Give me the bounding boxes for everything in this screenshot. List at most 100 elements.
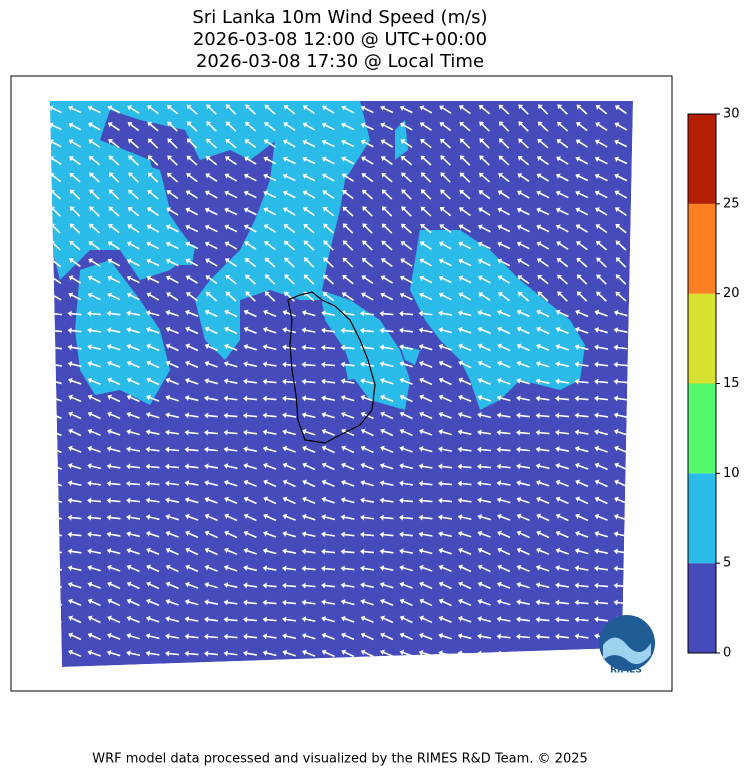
wind-arrow (108, 206, 120, 217)
wind-field (50, 101, 633, 667)
wind-arrow (263, 513, 277, 522)
wind-arrow (321, 139, 335, 148)
wind-arrow (517, 258, 530, 267)
wind-arrow (380, 445, 394, 453)
wind-arrow (50, 173, 62, 183)
wind-arrow (595, 240, 608, 251)
wind-arrow (165, 343, 179, 352)
wind-arrow (497, 258, 511, 267)
wind-arrow (536, 496, 550, 504)
wind-arrow (165, 547, 179, 556)
wind-arrow (576, 241, 588, 251)
wind-arrow (88, 122, 101, 131)
wind-arrow (418, 531, 433, 538)
wind-arrow (204, 463, 219, 470)
wind-arrow (107, 275, 121, 284)
wind-arrow (401, 172, 412, 183)
wind-arrow (438, 632, 452, 640)
wind-arrow (341, 445, 355, 454)
wind-arrow (321, 514, 336, 521)
wind-arrow (68, 649, 82, 658)
wind-arrow (224, 343, 238, 351)
wind-arrow (145, 650, 160, 657)
wind-arrow (555, 326, 569, 335)
wind-arrow (243, 479, 257, 487)
wind-arrow (185, 224, 199, 233)
wind-arrow (128, 189, 139, 200)
wind-arrow (458, 343, 472, 352)
wind-arrow (223, 412, 238, 419)
wind-arrow (360, 445, 374, 454)
wind-arrow (613, 412, 628, 419)
wind-arrow (535, 412, 550, 419)
wind-arrow (87, 428, 101, 437)
wind-arrow (107, 377, 121, 386)
wind-arrow (225, 291, 237, 302)
wind-arrow (340, 615, 355, 623)
wind-arrow (50, 649, 62, 658)
wind-arrow (613, 327, 628, 334)
wind-arrow (204, 309, 218, 318)
wind-arrow (614, 156, 628, 165)
wind-arrow (477, 581, 491, 590)
wind-arrow (516, 326, 530, 335)
colorbar-segment (688, 473, 716, 564)
wind-arrow (613, 513, 628, 521)
wind-arrow (302, 462, 316, 471)
wind-arrow (263, 173, 277, 182)
wind-arrow (126, 446, 141, 453)
wind-arrow (516, 360, 530, 368)
wind-arrow (127, 241, 140, 250)
wind-arrow (302, 105, 315, 115)
wind-arrow (50, 139, 62, 148)
wind-arrow (243, 395, 258, 402)
wind-arrow (516, 616, 531, 623)
wind-arrow (321, 649, 335, 658)
wind-arrow (321, 479, 335, 488)
wind-arrow (419, 598, 433, 607)
wind-arrow (457, 310, 472, 317)
wind-arrow (224, 173, 238, 182)
wind-arrow (498, 155, 510, 166)
wind-arrow (89, 172, 100, 183)
wind-arrow (535, 360, 550, 368)
wind-arrow (50, 206, 61, 217)
wind-arrow (146, 292, 160, 301)
wind-arrow (87, 615, 101, 624)
wind-arrow (516, 429, 531, 436)
wind-arrow (535, 633, 550, 640)
wind-arrow (302, 139, 316, 148)
wind-arrow (438, 463, 453, 470)
wind-arrow (458, 105, 471, 115)
wind-arrow (126, 310, 141, 317)
wind-arrow (243, 309, 257, 318)
wind-arrow (282, 412, 297, 419)
wind-arrow (555, 582, 570, 589)
wind-arrow (107, 258, 121, 267)
wind-arrow (379, 548, 394, 555)
wind-arrow (420, 155, 432, 166)
wind-arrow (399, 565, 413, 572)
wind-arrow (380, 292, 394, 301)
wind-arrow (301, 428, 316, 436)
wind-arrow (361, 292, 374, 301)
wind-arrow (262, 429, 277, 436)
wind-arrow (223, 599, 238, 606)
wind-arrow (595, 122, 608, 131)
wind-arrow (68, 615, 82, 624)
wind-arrow (496, 633, 511, 640)
wind-arrow (594, 361, 609, 368)
wind-arrow (458, 598, 472, 607)
wind-arrow (323, 257, 334, 268)
wind-arrow (439, 241, 452, 250)
wind-arrow (127, 206, 140, 217)
wind-arrow (165, 429, 180, 436)
wind-arrow (223, 564, 238, 572)
wind-arrow (342, 206, 354, 217)
colorbar-segment (688, 563, 716, 653)
wind-arrow (146, 343, 160, 352)
wind-arrow (126, 411, 140, 419)
wind-arrow (535, 616, 550, 623)
wind-arrow (147, 105, 159, 115)
wind-arrow (262, 361, 277, 368)
